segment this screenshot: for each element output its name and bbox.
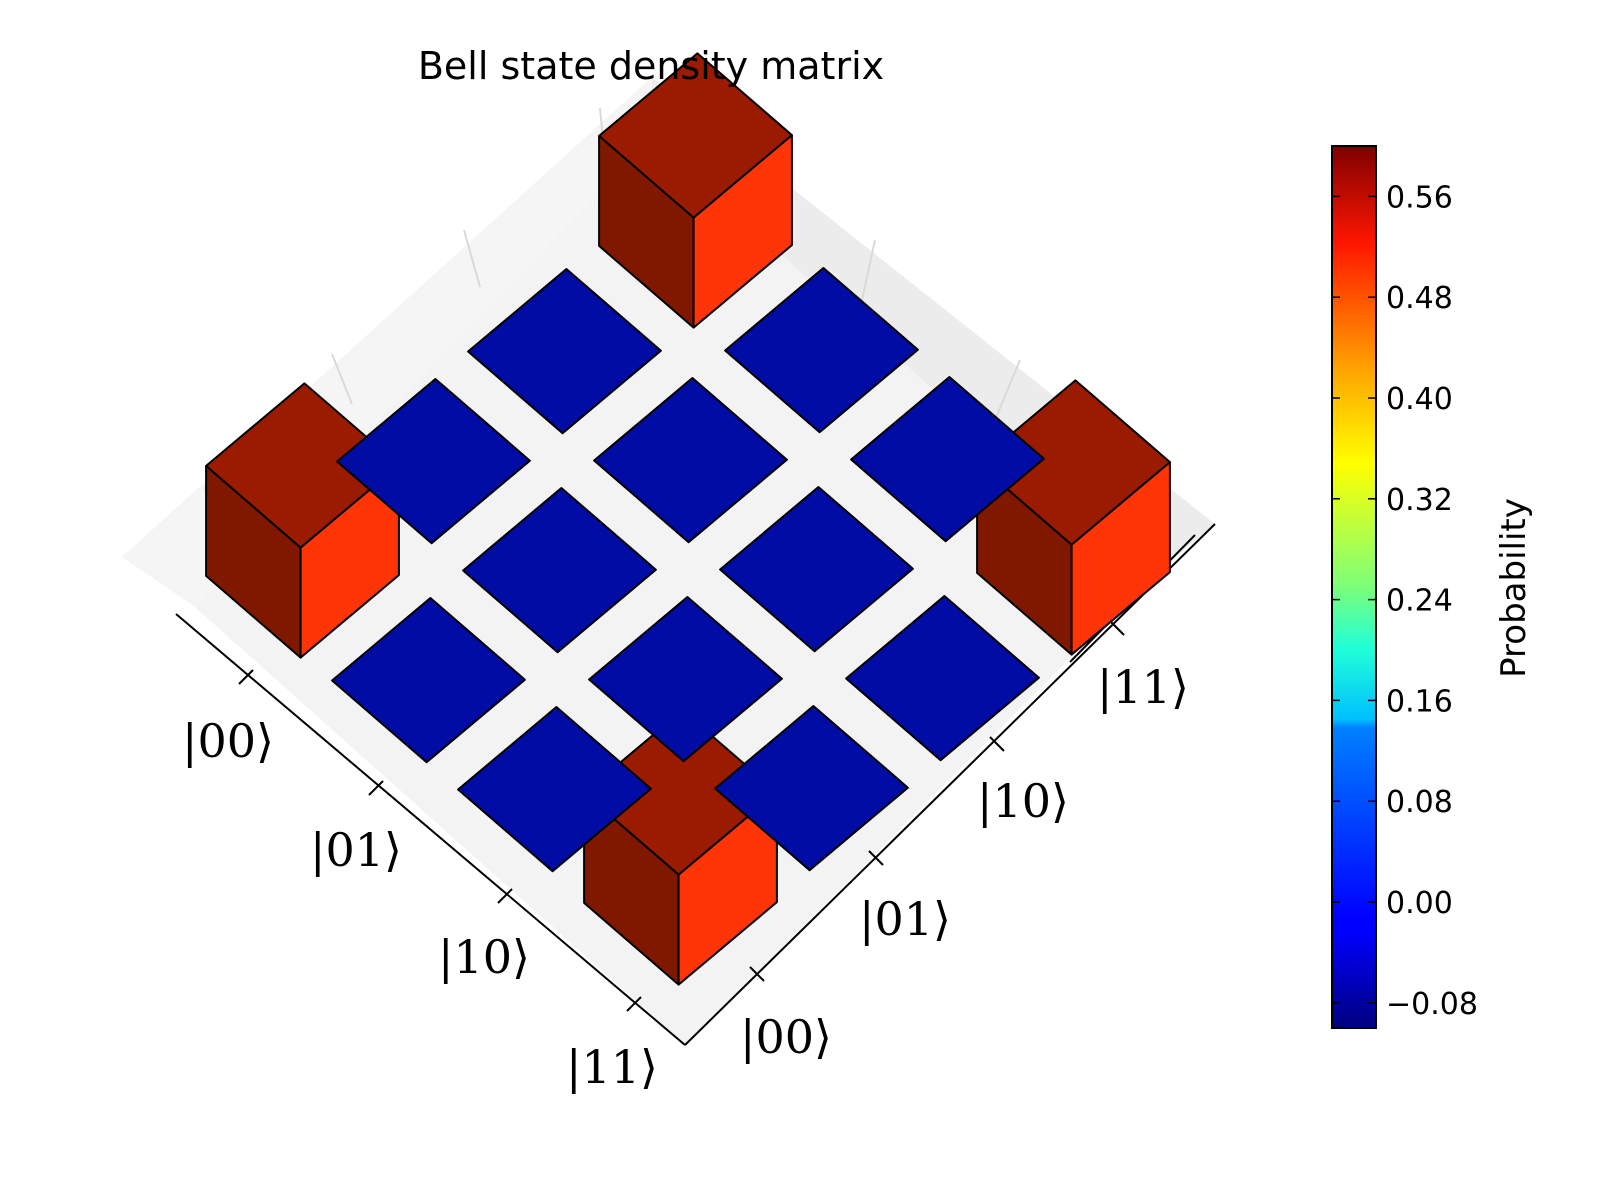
- row-tick-0: [238, 669, 254, 685]
- bar-3-2: [714, 705, 909, 872]
- row-label-0: |00⟩: [182, 714, 274, 768]
- bar-2-2: [588, 596, 783, 763]
- colorbar-tick-label: 0.56: [1386, 180, 1453, 215]
- bar-3-1: [845, 595, 1040, 762]
- col-tick-1: [868, 850, 884, 866]
- row-label-2: |10⟩: [438, 930, 530, 984]
- bar-top: [850, 376, 1045, 543]
- bar-top: [588, 596, 783, 763]
- bar-top: [714, 705, 909, 872]
- bar-0-2: [336, 378, 531, 545]
- bar-top: [719, 486, 914, 653]
- bar-top: [331, 597, 526, 764]
- colorbar-gradient: [1331, 145, 1377, 1029]
- col-label-0: |00⟩: [740, 1010, 832, 1064]
- colorbar-tick-label: 0.00: [1386, 886, 1453, 921]
- bar-top: [336, 378, 531, 545]
- bar-top: [467, 268, 662, 435]
- bar-3-0: [976, 379, 1171, 656]
- col-tick-0: [749, 966, 765, 982]
- colorbar-tick-label: 0.48: [1386, 281, 1453, 316]
- bar-1-3: [331, 597, 526, 764]
- bar-top: [845, 595, 1040, 762]
- colorbar-tick-label: 0.40: [1386, 382, 1453, 417]
- col-label-1: |01⟩: [859, 892, 951, 946]
- bar-2-3: [457, 706, 652, 873]
- row-tick-1: [368, 780, 384, 796]
- bar-top: [976, 379, 1171, 546]
- colorbar-tick-label: −0.08: [1386, 987, 1478, 1022]
- floor-pane: [195, 140, 1148, 1045]
- axis-labels-layer: |00⟩ |01⟩ |10⟩ |11⟩ |00⟩ |01⟩ |10⟩ |11⟩: [182, 620, 1189, 1094]
- colorbar: −0.08 0.00 0.08 0.16 0.24 0.32 0.40 0.48 0.56 Pr…: [1331, 145, 1534, 1029]
- colorbar-label: Probability: [1494, 498, 1534, 678]
- bar-top: [462, 487, 657, 654]
- bar-0-0: [598, 52, 793, 329]
- row-tick-2: [497, 888, 513, 904]
- colorbar-tick-label: 0.08: [1386, 785, 1453, 820]
- colorbar-tick-label: 0.32: [1386, 483, 1453, 518]
- bar-0-3: [205, 382, 400, 659]
- col-tick-2: [989, 736, 1005, 752]
- bar-1-0: [724, 267, 919, 434]
- bar-top: [598, 52, 793, 219]
- bar-top: [724, 267, 919, 434]
- bar-top: [593, 377, 788, 544]
- bar-top: [205, 382, 400, 549]
- bar-1-1: [593, 377, 788, 544]
- bar-2-1: [719, 486, 914, 653]
- bar-0-1: [467, 268, 662, 435]
- colorbar-ticks: −0.08 0.00 0.08 0.16 0.24 0.32 0.40 0.48 0.56: [1332, 180, 1478, 1022]
- row-axis-line: [175, 613, 686, 1046]
- row-label-3: |11⟩: [566, 1040, 658, 1094]
- bar-3-3: [583, 709, 778, 986]
- bars-layer: [205, 52, 1171, 986]
- row-label-1: |01⟩: [310, 823, 402, 877]
- col-label-3: |11⟩: [1097, 660, 1189, 714]
- col-tick-3: [1109, 620, 1125, 636]
- bar-1-2: [462, 487, 657, 654]
- col-label-2: |10⟩: [977, 774, 1069, 828]
- colorbar-tick-label: 0.16: [1386, 684, 1453, 719]
- row-tick-3: [626, 996, 642, 1012]
- chart-title: Bell state density matrix: [418, 44, 884, 88]
- colorbar-tick-label: 0.24: [1386, 584, 1453, 619]
- col-axis-line: [684, 523, 1216, 1046]
- bar-top: [457, 706, 652, 873]
- bar-2-0: [850, 376, 1045, 543]
